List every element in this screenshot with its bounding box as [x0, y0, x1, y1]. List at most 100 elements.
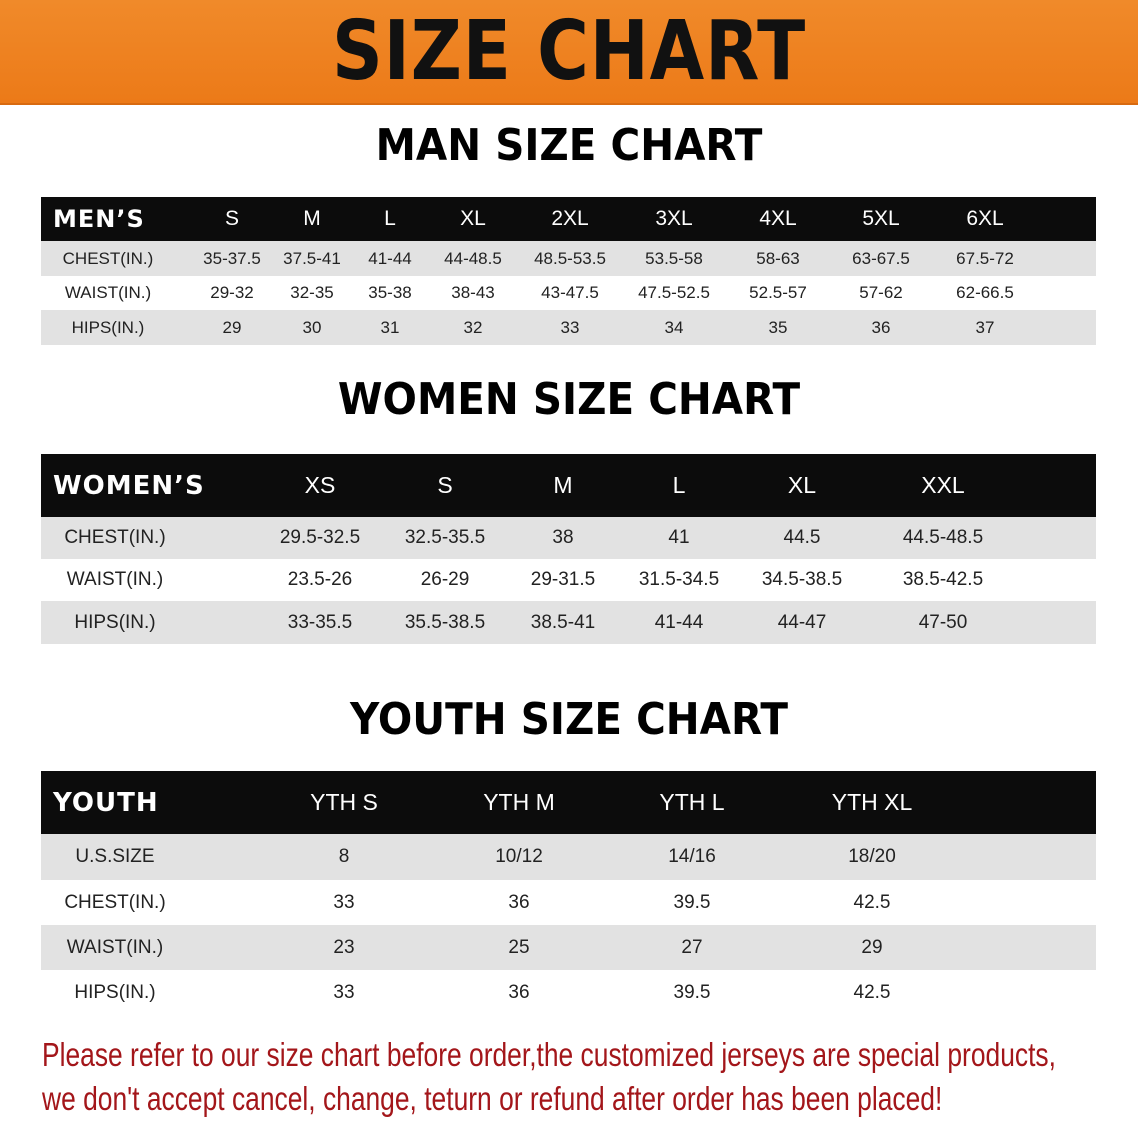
measurement-value: 18/20 — [848, 846, 896, 867]
measurement-value: 30 — [302, 317, 322, 337]
size-column-header: YTH S — [310, 789, 378, 815]
measurement-value: 38.5-42.5 — [902, 569, 984, 590]
measurement-label: WAIST(IN.) — [66, 569, 164, 590]
table-row: U.S.SIZE 8 10/12 14/16 18/20 — [41, 834, 1096, 880]
measurement-value: 32.5-35.5 — [404, 527, 486, 548]
size-column-header: YTH L — [659, 789, 725, 815]
measurement-value: 63-67.5 — [852, 248, 910, 268]
measurement-value: 42.5 — [853, 981, 891, 1003]
measurement-value: 23.5-26 — [287, 569, 353, 590]
measurement-value: 34 — [664, 317, 684, 337]
size-column-header: L — [384, 207, 396, 230]
table-row: WAIST(IN.) 29-32 32-35 35-38 38-43 43-47.5 47.… — [41, 276, 1096, 310]
measurement-value: 47.5-52.5 — [638, 283, 710, 302]
measurement-value: 44.5 — [783, 527, 821, 548]
measurement-label: HIPS(IN.) — [71, 317, 145, 337]
measurement-value: 35.5-38.5 — [404, 611, 486, 633]
size-column-header: 3XL — [655, 207, 693, 230]
table-row: CHEST(IN.) 29.5-32.5 32.5-35.5 38 41 44.5 44.5… — [41, 517, 1096, 559]
table-row: WAIST(IN.) 23.5-26 26-29 29-31.5 31.5-34.5 34… — [41, 559, 1096, 601]
youth-size-table: YOUTH YTH S YTH M YTH L YTH XL U.S.SIZE 8 10/12… — [41, 771, 1096, 1015]
measurement-value: 44.5-48.5 — [902, 527, 984, 548]
measurement-value: 29 — [222, 317, 242, 337]
size-column-header: XL — [460, 207, 486, 230]
measurement-label: WAIST(IN.) — [64, 283, 152, 302]
table-header-row: MEN’S S M L XL 2XL 3XL 4XL 5XL 6XL — [41, 197, 1096, 241]
measurement-value: 42.5 — [853, 891, 891, 913]
measurement-label: HIPS(IN.) — [74, 611, 156, 633]
measurement-value: 44-48.5 — [444, 248, 502, 268]
size-column-header: S — [437, 472, 453, 498]
measurement-value: 23 — [333, 936, 355, 958]
size-column-header: XXL — [921, 472, 965, 498]
measurement-value: 31.5-34.5 — [638, 569, 720, 590]
men-size-table: MEN’S S M L XL 2XL 3XL 4XL 5XL 6XL CHEST(IN.) 35-37… — [41, 197, 1096, 345]
size-column-header: M — [303, 207, 321, 230]
size-column-header: 2XL — [551, 207, 589, 230]
women-size-table: WOMEN’S XS S M L XL XXL CHEST(IN.) 29.5-32.5 32.5… — [41, 454, 1096, 644]
measurement-value: 38 — [552, 527, 574, 548]
measurement-label: HIPS(IN.) — [74, 981, 156, 1003]
measurement-label: U.S.SIZE — [75, 846, 155, 867]
measurement-value: 35-38 — [368, 283, 412, 302]
measurement-value: 37.5-41 — [283, 248, 341, 268]
measurement-value: 29 — [861, 936, 883, 958]
table-group-label: YOUTH — [53, 787, 159, 818]
size-column-header: XS — [304, 472, 336, 498]
measurement-value: 32 — [463, 317, 483, 337]
size-column-header: 4XL — [759, 207, 797, 230]
measurement-value: 10/12 — [495, 846, 543, 867]
size-column-header: XL — [787, 472, 817, 498]
measurement-value: 29-32 — [210, 283, 254, 302]
measurement-value: 33 — [560, 317, 580, 337]
measurement-value: 67.5-72 — [956, 248, 1014, 268]
measurement-value: 35-37.5 — [203, 248, 261, 268]
measurement-label: CHEST(IN.) — [62, 248, 154, 268]
table-row: HIPS(IN.) 33-35.5 35.5-38.5 38.5-41 41-44 44-… — [41, 601, 1096, 644]
measurement-value: 58-63 — [756, 248, 800, 268]
table-group-label: MEN’S — [53, 205, 145, 233]
size-column-header: 5XL — [862, 207, 900, 230]
measurement-value: 52.5-57 — [749, 283, 807, 302]
measurement-value: 29.5-32.5 — [279, 527, 361, 548]
table-row: CHEST(IN.) 35-37.5 37.5-41 41-44 44-48.5 48.5… — [41, 241, 1096, 276]
main-title: SIZE CHART — [331, 4, 807, 99]
table-row: CHEST(IN.) 33 36 39.5 42.5 — [41, 880, 1096, 925]
measurement-value: 39.5 — [673, 981, 711, 1003]
measurement-label: CHEST(IN.) — [64, 891, 166, 913]
women-section-title: WOMEN SIZE CHART — [337, 374, 801, 425]
measurement-value: 57-62 — [859, 283, 903, 302]
measurement-value: 41-44 — [654, 611, 704, 633]
size-column-header: L — [672, 472, 686, 498]
measurement-value: 29-31.5 — [530, 569, 596, 590]
measurement-value: 47-50 — [918, 611, 968, 633]
measurement-value: 35 — [768, 317, 788, 337]
table-header-row: YOUTH YTH S YTH M YTH L YTH XL — [41, 771, 1096, 834]
measurement-value: 27 — [681, 936, 703, 958]
table-header-row: WOMEN’S XS S M L XL XXL — [41, 454, 1096, 517]
measurement-value: 48.5-53.5 — [534, 248, 606, 268]
size-column-header: 6XL — [966, 207, 1004, 230]
measurement-value: 33 — [333, 891, 355, 913]
measurement-value: 41 — [668, 527, 690, 548]
measurement-value: 36 — [508, 981, 530, 1003]
table-row: HIPS(IN.) 29 30 31 32 33 34 35 36 37 — [41, 310, 1096, 345]
table-group-label: WOMEN’S — [53, 470, 205, 501]
measurement-value: 32-35 — [290, 283, 334, 302]
measurement-value: 36 — [508, 891, 530, 913]
measurement-value: 37 — [975, 317, 995, 337]
measurement-value: 8 — [338, 846, 350, 867]
table-row: WAIST(IN.) 23 25 27 29 — [41, 925, 1096, 970]
measurement-value: 33-35.5 — [287, 611, 353, 633]
youth-section-title: YOUTH SIZE CHART — [350, 694, 788, 745]
policy-note-line-2: we don't accept cancel, change, teturn o… — [42, 1080, 943, 1117]
measurement-value: 34.5-38.5 — [761, 569, 843, 590]
size-column-header: YTH XL — [831, 789, 913, 815]
measurement-value: 25 — [508, 936, 530, 958]
measurement-value: 38-43 — [451, 283, 495, 302]
measurement-value: 62-66.5 — [956, 283, 1014, 302]
measurement-value: 33 — [333, 981, 355, 1003]
measurement-value: 44-47 — [777, 611, 827, 633]
measurement-label: WAIST(IN.) — [66, 936, 164, 958]
